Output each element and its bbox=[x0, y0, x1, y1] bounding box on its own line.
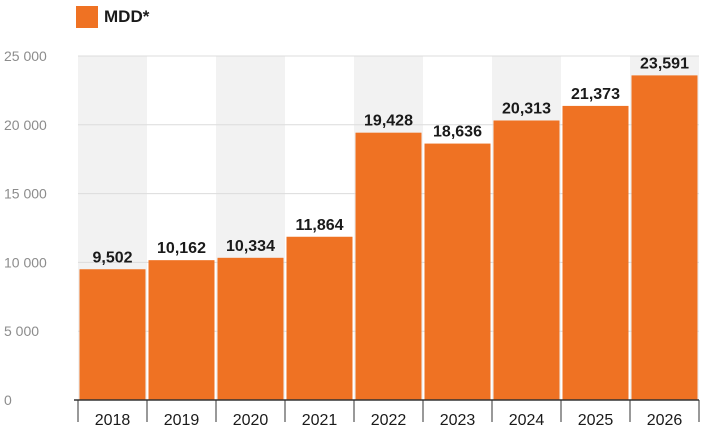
x-tick-label: 2022 bbox=[371, 412, 407, 429]
y-tick-label: 0 bbox=[4, 392, 12, 408]
y-tick-label: 5 000 bbox=[4, 323, 39, 339]
bar bbox=[493, 120, 560, 401]
x-tick-label: 2024 bbox=[509, 412, 545, 429]
bar bbox=[79, 269, 146, 400]
bar-value-label: 9,502 bbox=[92, 249, 132, 266]
y-tick-label: 10 000 bbox=[4, 254, 47, 270]
bar-value-label: 23,591 bbox=[640, 55, 689, 72]
x-tick-label: 2023 bbox=[440, 412, 476, 429]
x-tick-label: 2025 bbox=[578, 412, 614, 429]
bar-value-label: 10,334 bbox=[226, 238, 275, 255]
x-tick-label: 2018 bbox=[95, 412, 131, 429]
legend: MDD* bbox=[76, 6, 149, 28]
bar bbox=[355, 132, 422, 400]
bar-value-label: 21,373 bbox=[571, 86, 620, 103]
bar bbox=[217, 257, 284, 400]
x-tick-label: 2019 bbox=[164, 412, 200, 429]
x-tick-label: 2026 bbox=[647, 412, 683, 429]
bar-value-label: 11,864 bbox=[295, 217, 343, 234]
bar-value-label: 10,162 bbox=[157, 240, 206, 257]
legend-swatch bbox=[76, 6, 98, 28]
bar bbox=[286, 236, 353, 400]
legend-label: MDD* bbox=[104, 7, 150, 26]
bar bbox=[562, 105, 629, 400]
y-tick-label: 15 000 bbox=[4, 186, 47, 202]
bar bbox=[148, 260, 215, 400]
bar-value-label: 19,428 bbox=[364, 113, 413, 130]
bar-value-label: 20,313 bbox=[502, 100, 551, 117]
y-tick-label: 20 000 bbox=[4, 117, 47, 133]
bar-value-label: 18,636 bbox=[433, 124, 482, 141]
y-tick-label: 25 000 bbox=[4, 48, 47, 64]
bar bbox=[424, 143, 491, 400]
bar bbox=[631, 75, 698, 400]
x-tick-label: 2021 bbox=[302, 412, 338, 429]
x-tick-label: 2020 bbox=[233, 412, 269, 429]
